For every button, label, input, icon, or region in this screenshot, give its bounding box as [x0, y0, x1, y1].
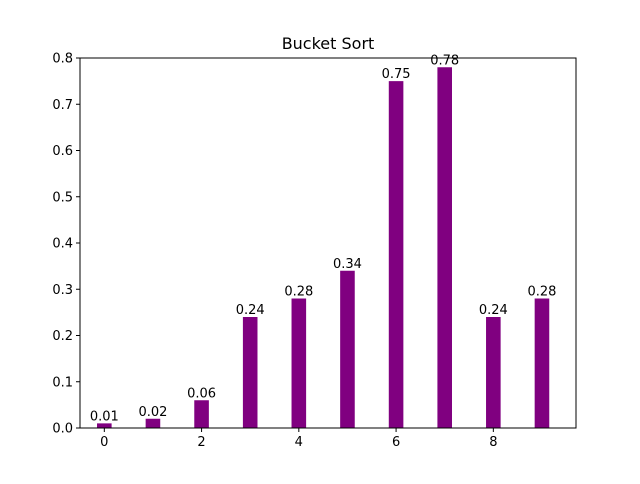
bar	[145, 418, 161, 428]
y-tick-label: 0.4	[52, 237, 73, 252]
y-tick-label: 0.6	[52, 144, 73, 159]
bar	[486, 317, 501, 428]
x-tick-label: 6	[392, 435, 400, 450]
bar-value-label: 0.24	[236, 303, 265, 318]
bar	[194, 400, 209, 428]
bar	[291, 298, 307, 428]
bar-value-label: 0.34	[333, 257, 362, 272]
x-tick-label: 8	[489, 435, 497, 450]
bar-value-label: 0.01	[90, 409, 119, 424]
y-tick-label: 0.1	[52, 375, 73, 390]
bar	[340, 270, 355, 428]
x-axis: 0 2 4 6 8	[100, 428, 497, 450]
bar-value-label: 0.78	[430, 53, 459, 68]
y-tick-label: 0.2	[52, 329, 73, 344]
bar-value-label: 0.28	[284, 285, 313, 300]
y-axis: 0.0 0.1 0.2 0.3 0.4 0.5 0.6 0.7 0.8	[52, 52, 80, 437]
bar	[437, 67, 452, 428]
y-tick-label: 0.3	[52, 283, 73, 298]
y-tick-label: 0.5	[52, 190, 73, 205]
bar-value-label: 0.28	[527, 285, 556, 300]
y-tick-label: 0.7	[52, 98, 73, 113]
y-tick-label: 0.0	[52, 422, 73, 437]
bar-value-label: 0.75	[382, 67, 411, 82]
bar-value-label: 0.02	[138, 405, 167, 420]
x-tick-label: 2	[197, 435, 205, 450]
chart-title: Bucket Sort	[282, 34, 375, 53]
bar	[534, 298, 550, 428]
bars-layer	[97, 67, 550, 428]
bar	[97, 423, 112, 428]
plot-area-frame	[79, 57, 577, 429]
x-tick-label: 4	[295, 435, 303, 450]
bar	[388, 81, 404, 428]
bar-value-label: 0.24	[479, 303, 508, 318]
data-labels-layer: 0.01 0.02 0.06 0.24 0.28 0.34 0.75 0.78 0.24 0.28	[90, 53, 557, 424]
bar	[242, 317, 258, 428]
bar-value-label: 0.06	[187, 386, 216, 401]
y-tick-label: 0.8	[52, 52, 73, 67]
x-tick-label: 0	[100, 435, 108, 450]
